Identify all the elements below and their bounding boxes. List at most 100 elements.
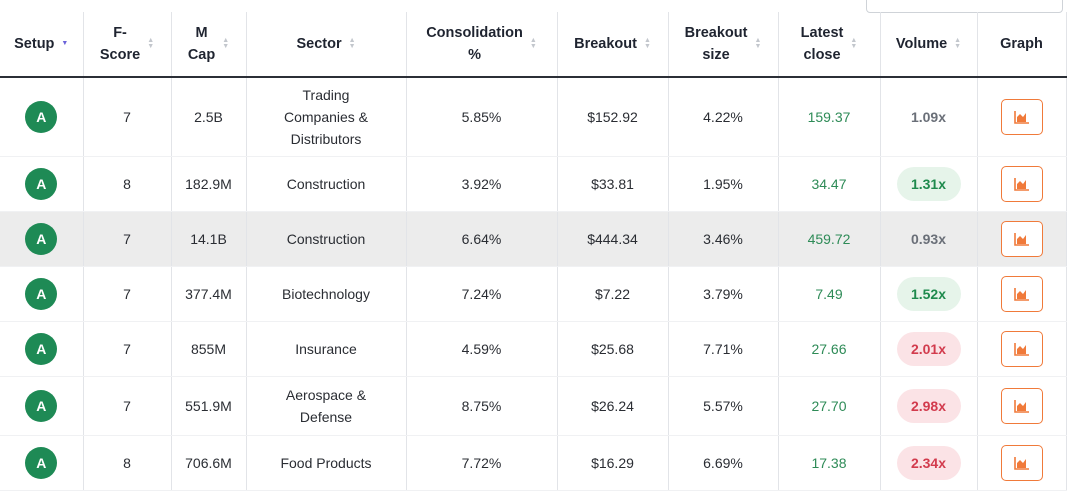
table-row[interactable]: A 8 182.9M Construction 3.92% $33.81 1.95% 34.4… bbox=[0, 156, 1067, 212]
cell-volume: 1.09x bbox=[880, 77, 978, 157]
col-latest-close-label-1: Latest bbox=[800, 25, 844, 41]
col-volume-label: Volume bbox=[895, 36, 948, 52]
col-setup-label: Setup bbox=[14, 36, 55, 52]
bar-chart-icon bbox=[1013, 343, 1029, 356]
graph-button[interactable] bbox=[1000, 221, 1043, 257]
col-breakout[interactable]: Breakout ▲ ▼ bbox=[557, 12, 669, 78]
cell-latest-close: 17.38 bbox=[778, 435, 881, 491]
cell-consolidation: 5.85% bbox=[406, 77, 558, 157]
sort-arrows-icon[interactable]: ▲ ▼ bbox=[643, 37, 651, 50]
table-row[interactable]: A 7 14.1B Construction 6.64% $444.34 3.46% 459.… bbox=[0, 211, 1067, 267]
cell-graph bbox=[977, 77, 1067, 157]
cell-breakout-size: 7.71% bbox=[668, 321, 779, 377]
cell-volume: 2.98x bbox=[880, 376, 978, 436]
cell-latest-close: 27.70 bbox=[778, 376, 881, 436]
cell-breakout: $152.92 bbox=[557, 77, 669, 157]
cell-consolidation: 4.59% bbox=[406, 321, 558, 377]
sort-arrows-icon[interactable]: ▲ ▼ bbox=[954, 37, 962, 50]
cell-breakout-size: 6.69% bbox=[668, 435, 779, 491]
sector-line: Companies & bbox=[283, 109, 369, 125]
volume-badge: 1.52x bbox=[896, 277, 961, 311]
table-row[interactable]: A 7 377.4M Biotechnology 7.24% $7.22 3.79% 7.49… bbox=[0, 266, 1067, 322]
col-mcap[interactable]: M Cap ▲ ▼ bbox=[171, 12, 247, 78]
sector-line: Defense bbox=[299, 409, 353, 425]
col-latest-close-label-2: close bbox=[803, 47, 841, 63]
setup-grade-badge: A bbox=[25, 390, 58, 422]
cell-setup: A bbox=[0, 211, 84, 267]
bar-chart-icon bbox=[1013, 457, 1029, 470]
cell-consolidation: 7.24% bbox=[406, 266, 558, 322]
cell-sector: Trading Companies & Distributors bbox=[246, 77, 407, 157]
cell-mcap: 182.9M bbox=[171, 156, 247, 212]
col-latest-close[interactable]: Latest close ▲ ▼ bbox=[778, 12, 881, 78]
col-consolidation[interactable]: Consolidation% ▲ ▼ bbox=[406, 12, 558, 78]
cell-breakout: $33.81 bbox=[557, 156, 669, 212]
cell-breakout-size: 3.79% bbox=[668, 266, 779, 322]
col-breakout-label: Breakout bbox=[574, 36, 637, 52]
col-fscore[interactable]: F- Score ▲ ▼ bbox=[83, 12, 172, 78]
cell-graph bbox=[977, 266, 1067, 322]
cell-consolidation: 3.92% bbox=[406, 156, 558, 212]
cell-graph bbox=[977, 376, 1067, 436]
sort-arrows-icon[interactable]: ▲ ▼ bbox=[529, 37, 537, 50]
col-consolidation-label-1: Consolidation bbox=[426, 25, 523, 41]
graph-button[interactable] bbox=[1000, 388, 1043, 424]
volume-badge: 1.09x bbox=[910, 109, 947, 125]
volume-badge: 2.34x bbox=[896, 446, 961, 480]
cell-volume: 1.52x bbox=[880, 266, 978, 322]
col-sector[interactable]: Sector ▲ ▼ bbox=[246, 12, 407, 78]
cell-fscore: 7 bbox=[83, 266, 172, 322]
sort-arrows-icon[interactable]: ▲ ▼ bbox=[348, 37, 356, 50]
cell-sector: Food Products bbox=[246, 435, 407, 491]
cell-mcap: 706.6M bbox=[171, 435, 247, 491]
sector-line: Biotechnology bbox=[282, 286, 370, 302]
graph-button[interactable] bbox=[1000, 99, 1043, 135]
col-mcap-label-2: Cap bbox=[187, 47, 216, 63]
cell-setup: A bbox=[0, 376, 84, 436]
col-breakout-size[interactable]: Breakout size ▲ ▼ bbox=[668, 12, 779, 78]
sort-desc-icon[interactable]: ▼ bbox=[61, 40, 69, 47]
table-row[interactable]: A 7 855M Insurance 4.59% $25.68 7.71% 27.66 2.01… bbox=[0, 321, 1067, 377]
col-fscore-label-2: Score bbox=[99, 47, 141, 63]
bar-chart-icon bbox=[1013, 400, 1029, 413]
sort-arrows-icon[interactable]: ▲ ▼ bbox=[147, 37, 155, 50]
setup-grade-badge: A bbox=[25, 278, 58, 310]
col-setup[interactable]: Setup ▼ bbox=[0, 12, 84, 78]
graph-button[interactable] bbox=[1000, 166, 1043, 202]
graph-button[interactable] bbox=[1000, 276, 1043, 312]
cell-breakout: $25.68 bbox=[557, 321, 669, 377]
setup-grade-badge: A bbox=[25, 333, 58, 365]
setup-grade-badge: A bbox=[25, 168, 58, 200]
cell-mcap: 14.1B bbox=[171, 211, 247, 267]
table-row[interactable]: A 7 551.9M Aerospace & Defense 8.75% $26.24 5.5… bbox=[0, 376, 1067, 436]
sector-line: Construction bbox=[286, 231, 366, 247]
sort-arrows-icon[interactable]: ▲ ▼ bbox=[850, 37, 858, 50]
cell-volume: 1.31x bbox=[880, 156, 978, 212]
graph-button[interactable] bbox=[1000, 445, 1043, 481]
col-breakout-size-label-2: size bbox=[702, 47, 730, 63]
setup-grade-badge: A bbox=[25, 223, 58, 255]
cell-setup: A bbox=[0, 435, 84, 491]
cell-graph bbox=[977, 156, 1067, 212]
cell-latest-close: 459.72 bbox=[778, 211, 881, 267]
setup-grade-badge: A bbox=[25, 101, 58, 133]
table-row[interactable]: A 8 706.6M Food Products 7.72% $16.29 6.69% 17.… bbox=[0, 435, 1067, 491]
graph-button[interactable] bbox=[1000, 331, 1043, 367]
cell-setup: A bbox=[0, 266, 84, 322]
cell-sector: Construction bbox=[246, 156, 407, 212]
col-volume[interactable]: Volume ▲ ▼ bbox=[880, 12, 978, 78]
cell-fscore: 7 bbox=[83, 77, 172, 157]
sort-arrows-icon[interactable]: ▲ ▼ bbox=[222, 37, 230, 50]
bar-chart-icon bbox=[1013, 288, 1029, 301]
cell-sector: Biotechnology bbox=[246, 266, 407, 322]
sector-line: Food Products bbox=[280, 455, 372, 471]
cell-fscore: 8 bbox=[83, 156, 172, 212]
cell-breakout-size: 1.95% bbox=[668, 156, 779, 212]
cell-consolidation: 6.64% bbox=[406, 211, 558, 267]
table-row[interactable]: A 7 2.5B Trading Companies & Distributors 5.85… bbox=[0, 77, 1067, 157]
cell-sector: Insurance bbox=[246, 321, 407, 377]
cell-graph bbox=[977, 435, 1067, 491]
volume-badge: 2.98x bbox=[896, 389, 961, 423]
bar-chart-icon bbox=[1013, 178, 1029, 191]
sort-arrows-icon[interactable]: ▲ ▼ bbox=[754, 37, 762, 50]
